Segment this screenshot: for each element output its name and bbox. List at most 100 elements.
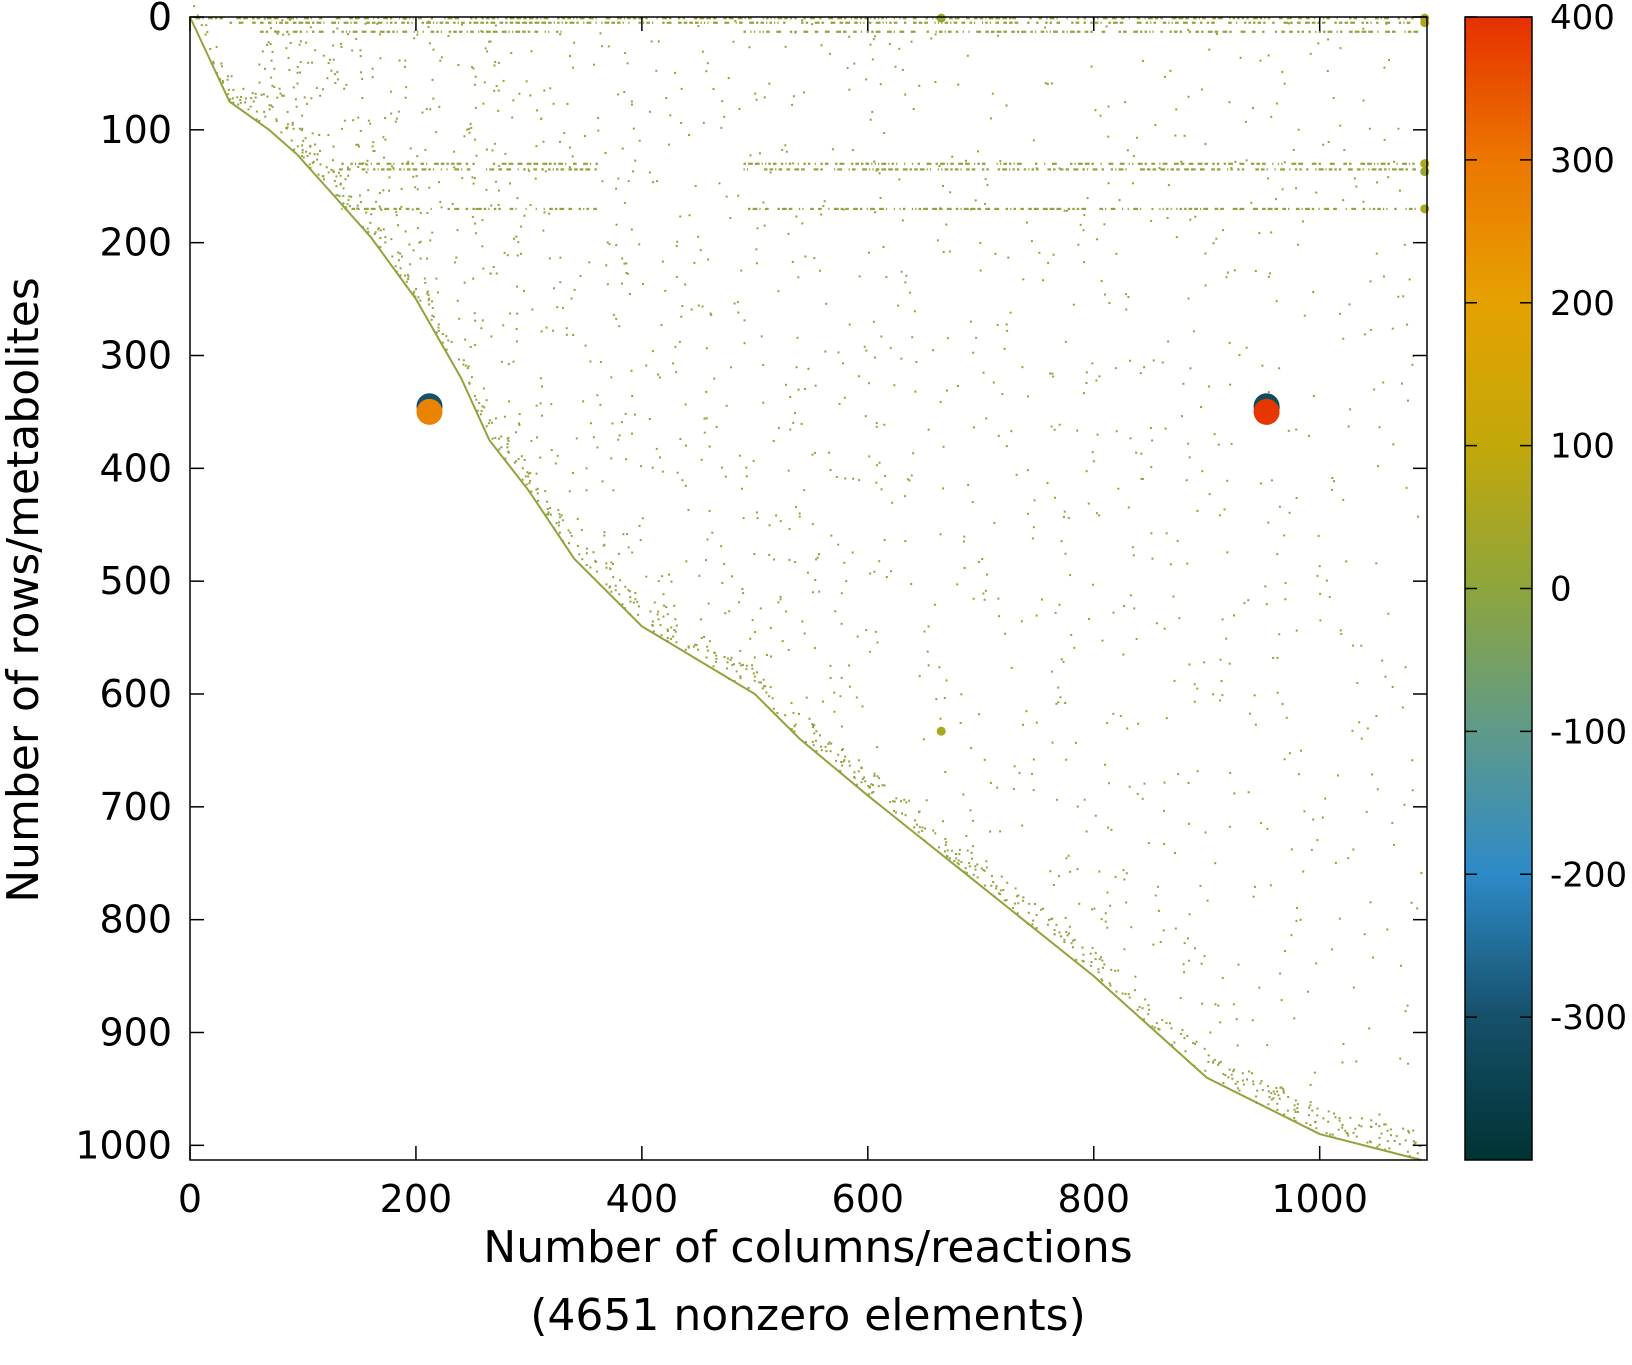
nonzero-entry: [1327, 38, 1330, 41]
nonzero-entry: [918, 810, 921, 813]
nonzero-entry: [1159, 162, 1161, 165]
nonzero-entry: [1347, 425, 1350, 428]
nonzero-entry: [414, 295, 417, 298]
nonzero-entry: [392, 167, 395, 170]
nonzero-entry: [515, 328, 518, 331]
nonzero-entry: [332, 171, 335, 174]
nonzero-entry: [1397, 295, 1400, 298]
nonzero-entry: [1272, 1090, 1275, 1093]
nonzero-entry: [777, 290, 780, 293]
nonzero-entry: [430, 207, 432, 211]
nonzero-entry: [1063, 938, 1066, 941]
nonzero-entry: [1190, 168, 1196, 171]
nonzero-entry: [935, 698, 938, 701]
nonzero-entry: [1085, 830, 1088, 833]
nonzero-entry: [1119, 21, 1124, 24]
nonzero-entry: [875, 21, 881, 24]
nonzero-entry: [943, 696, 946, 699]
nonzero-entry: [1280, 1086, 1283, 1089]
nonzero-entry: [811, 523, 814, 526]
nonzero-entry: [472, 207, 475, 211]
nonzero-entry: [1136, 17, 1141, 20]
nonzero-entry: [825, 750, 828, 753]
nonzero-entry: [668, 143, 671, 146]
nonzero-entry: [858, 479, 861, 482]
nonzero-entry: [435, 131, 438, 134]
nonzero-entry: [1051, 917, 1054, 920]
nonzero-entry: [912, 21, 917, 24]
nonzero-entry: [962, 793, 965, 796]
nonzero-entry: [736, 301, 739, 304]
nonzero-entry: [1365, 810, 1368, 813]
nonzero-entry: [508, 400, 511, 403]
nonzero-entry: [676, 240, 679, 243]
nonzero-entry: [1318, 162, 1321, 165]
nonzero-entry: [1094, 958, 1097, 961]
nonzero-entry: [1174, 927, 1177, 930]
nonzero-entry: [1228, 1068, 1231, 1071]
nonzero-entry: [492, 162, 496, 165]
nonzero-entry: [885, 207, 888, 211]
nonzero-entry: [1372, 207, 1376, 211]
nonzero-entry: [1028, 207, 1032, 211]
nonzero-entry: [1237, 963, 1240, 966]
nonzero-entry: [1216, 162, 1220, 165]
nonzero-entry: [732, 40, 735, 43]
nonzero-entry: [1329, 162, 1335, 165]
nonzero-entry: [891, 162, 894, 165]
nonzero-entry: [674, 71, 677, 74]
nonzero-entry: [1392, 443, 1395, 446]
nonzero-entry: [1255, 1095, 1258, 1098]
nonzero-entry: [666, 639, 669, 642]
nonzero-entry: [1136, 1008, 1139, 1011]
nonzero-entry: [612, 489, 615, 492]
nonzero-entry: [791, 103, 794, 106]
nonzero-entry: [501, 30, 507, 33]
nonzero-entry: [384, 241, 387, 244]
nonzero-entry: [634, 591, 637, 594]
nonzero-entry: [558, 531, 561, 534]
nonzero-entry: [1347, 168, 1353, 171]
nonzero-entry: [1340, 30, 1343, 33]
nonzero-entry: [1239, 162, 1245, 165]
nonzero-entry: [596, 394, 599, 397]
nonzero-entry: [986, 168, 989, 171]
nonzero-entry: [1221, 618, 1224, 621]
nonzero-entry: [447, 34, 450, 37]
nonzero-entry: [1160, 17, 1163, 20]
nonzero-entry: [512, 99, 515, 102]
nonzero-entry: [1142, 59, 1145, 62]
nonzero-entry: [944, 771, 947, 774]
nonzero-entry: [305, 150, 308, 153]
nonzero-entry: [428, 168, 431, 171]
nonzero-entry: [522, 21, 527, 24]
nonzero-entry: [1101, 966, 1104, 969]
nonzero-entry: [596, 446, 599, 449]
nonzero-entry: [1101, 168, 1105, 171]
nonzero-entry: [1267, 177, 1270, 180]
nonzero-entry: [853, 207, 858, 211]
nonzero-entry: [1212, 242, 1215, 245]
colorbar-tick-label: 300: [1550, 141, 1615, 181]
nonzero-entry: [680, 87, 683, 90]
nonzero-entry: [1285, 716, 1288, 719]
nonzero-entry: [593, 63, 596, 66]
nonzero-entry: [205, 24, 208, 27]
nonzero-entry: [971, 168, 976, 171]
nonzero-entry: [884, 474, 887, 477]
nonzero-entry: [766, 30, 770, 33]
nonzero-entry: [881, 162, 887, 165]
nonzero-entry: [581, 558, 584, 561]
nonzero-entry: [354, 17, 360, 20]
nonzero-entry: [1282, 1087, 1285, 1090]
nonzero-entry: [1009, 311, 1012, 314]
nonzero-entry: [985, 207, 991, 211]
nonzero-entry: [739, 677, 742, 680]
nonzero-entry: [281, 19, 284, 22]
nonzero-entry: [1290, 21, 1293, 24]
nonzero-entry: [355, 143, 358, 146]
nonzero-entry: [339, 182, 342, 185]
nonzero-entry: [1309, 52, 1312, 55]
nonzero-entry: [1112, 21, 1118, 24]
nonzero-entry: [1333, 207, 1337, 211]
